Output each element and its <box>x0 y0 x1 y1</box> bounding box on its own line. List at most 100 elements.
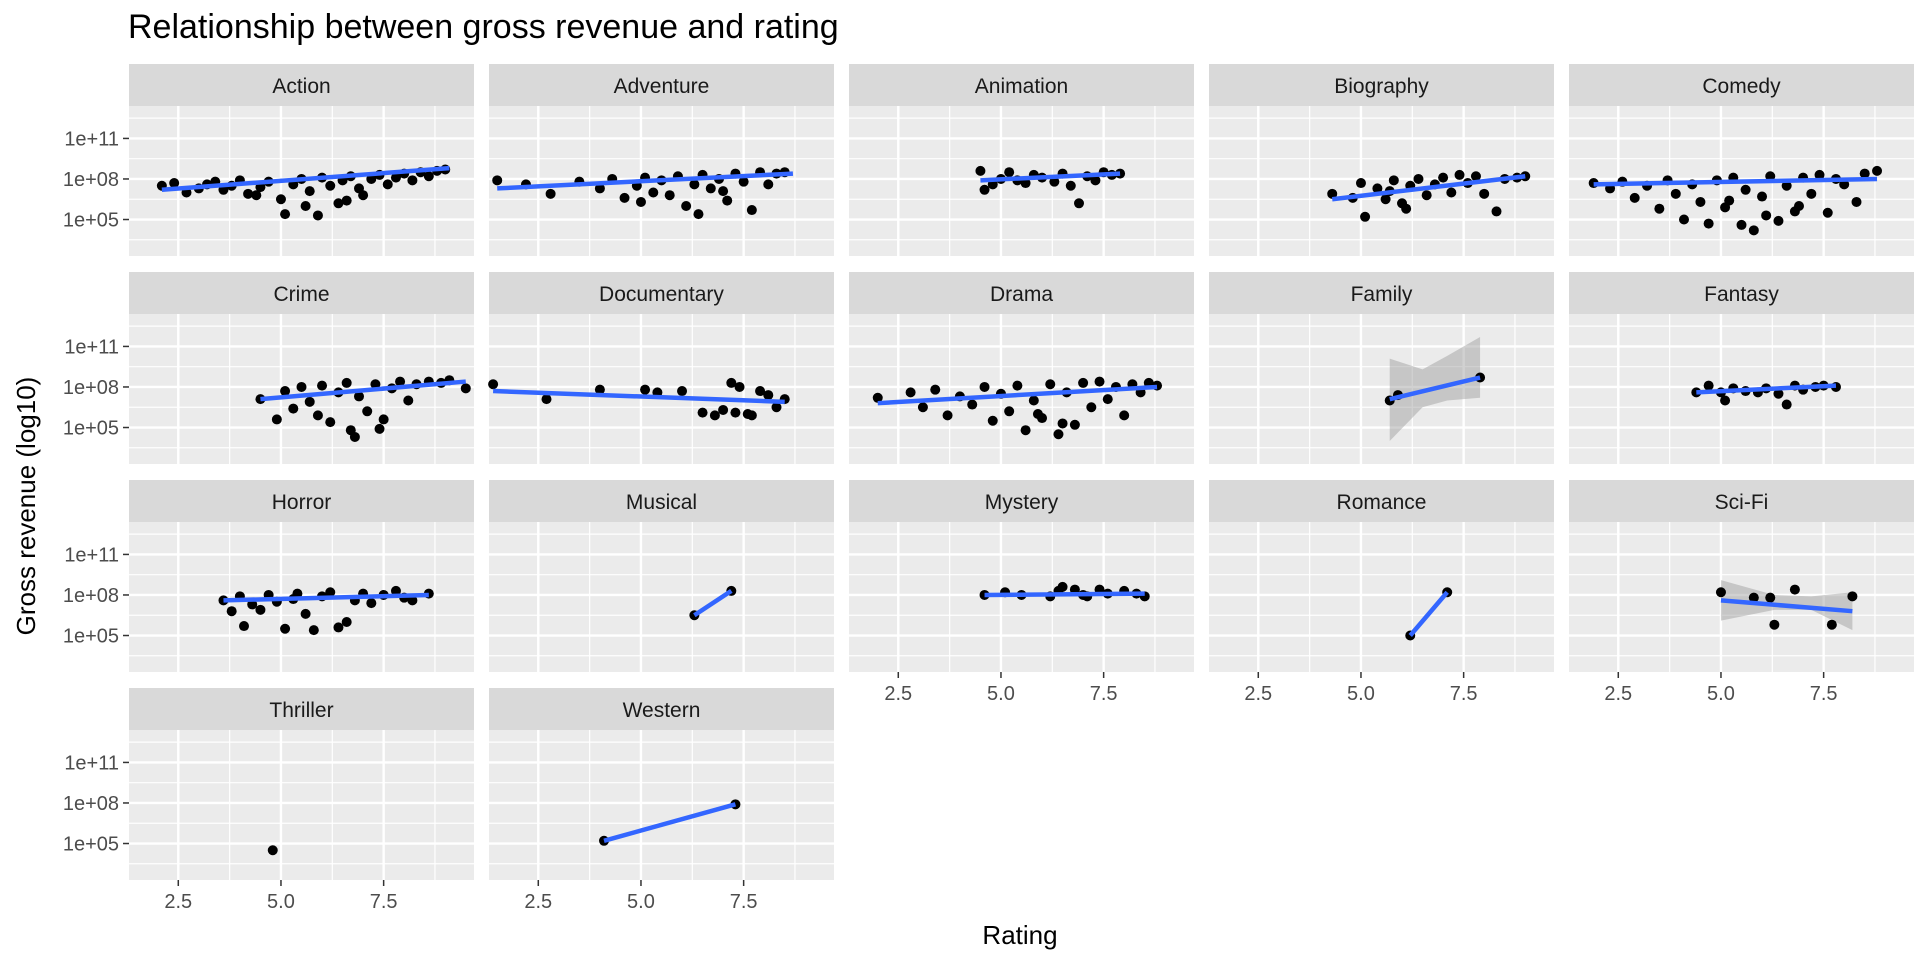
panel-biography-point <box>1454 169 1465 180</box>
panel-adventure-point <box>705 183 716 194</box>
panel-crime-point <box>304 396 315 407</box>
panel-mystery-x-tick-label: 2.5 <box>884 683 912 705</box>
panel-crime-point <box>354 391 364 402</box>
panel-adventure-point <box>693 209 704 220</box>
panel-animation-point <box>1049 176 1060 187</box>
panel-drama-strip <box>849 272 1194 314</box>
panel-romance-fit-line <box>1408 590 1449 637</box>
panel-western: Western 2.5 5.0 7.5 <box>489 688 834 913</box>
panel-crime-point <box>362 406 373 417</box>
panel-action-point <box>169 178 180 189</box>
panel-drama-strip-label: Drama <box>990 283 1053 306</box>
panel-horror-y-tick-label: 1e+05 <box>63 626 119 648</box>
panel-drama-point <box>1078 377 1089 388</box>
panel-animation-point <box>1004 167 1015 178</box>
panel-biography-point <box>1479 188 1490 199</box>
panel-biography-point <box>1446 187 1457 198</box>
panel-adventure-point <box>763 179 774 190</box>
panel-animation-point <box>975 165 986 176</box>
panel-adventure-point <box>619 192 630 203</box>
panel-mystery-x-tick-label: 5.0 <box>987 683 1015 705</box>
panel-comedy-fit-line <box>1593 176 1878 187</box>
panel-action-point <box>333 198 344 209</box>
panel-biography-strip-label: Biography <box>1334 75 1429 98</box>
panel-comedy-point <box>1670 188 1681 199</box>
panel-comedy: Comedy <box>1569 64 1914 256</box>
panel-adventure-fit-line <box>497 171 794 191</box>
panel-fantasy-strip <box>1569 272 1914 314</box>
y-axis-title: Gross revenue (log10) <box>11 377 41 636</box>
panel-family-strip-label: Family <box>1351 283 1413 306</box>
panel-romance-strip-label: Romance <box>1337 491 1427 514</box>
panel-documentary-point <box>594 384 605 395</box>
panel-crime-y-tick-label: 1e+05 <box>63 418 119 440</box>
panel-documentary-point <box>763 390 774 401</box>
panel-western-fit-line <box>603 802 737 843</box>
panel-family: Family <box>1209 272 1554 464</box>
panel-crime-point <box>403 395 414 406</box>
panel-drama-point <box>1032 409 1043 419</box>
panel-comedy-point <box>1822 207 1833 218</box>
panel-drama-point <box>1119 410 1130 421</box>
panel-biography-fit-line <box>1331 174 1526 202</box>
panel-sci-fi-x-tick-label: 2.5 <box>1604 683 1632 705</box>
panel-western-strip <box>489 688 834 730</box>
panel-comedy-point <box>1851 196 1862 207</box>
panel-drama-point <box>1086 402 1097 413</box>
panel-sci-fi-strip-label: Sci-Fi <box>1715 491 1769 514</box>
panel-action-point <box>390 172 401 183</box>
panel-crime-y-tick-label: 1e+11 <box>64 336 119 358</box>
panel-crime-fit-line <box>260 379 466 402</box>
panel-action-point <box>300 201 311 211</box>
panel-action-point <box>304 186 315 197</box>
panel-sci-fi-point <box>1765 592 1776 603</box>
panel-crime-point <box>370 379 381 390</box>
panel-drama-point <box>1004 406 1015 417</box>
panel-romance-strip <box>1209 480 1554 522</box>
panel-horror-point <box>366 598 377 609</box>
panel-documentary-point <box>488 379 499 390</box>
panel-fantasy-point <box>1720 395 1731 406</box>
panel-adventure-point <box>545 188 556 199</box>
panel-drama-point <box>1020 425 1031 436</box>
panel-fantasy-point <box>1773 388 1784 399</box>
panel-action-point <box>275 194 286 205</box>
panel-action-point <box>280 209 291 220</box>
panel-animation-strip <box>849 64 1194 106</box>
panel-drama-point <box>930 384 941 395</box>
panel-drama-point <box>1012 380 1023 391</box>
panel-crime-point <box>460 383 471 394</box>
panel-documentary-point <box>730 407 741 418</box>
panel-adventure-strip <box>489 64 834 106</box>
panel-action-point <box>341 195 352 206</box>
panel-action-point <box>312 210 323 221</box>
panel-horror-point <box>325 587 336 598</box>
panel-fantasy-point <box>1703 380 1714 391</box>
panel-drama-point <box>1057 418 1068 429</box>
panel-crime-point <box>341 377 352 388</box>
panel-crime: Crime 1e+05 1e+08 1e+11 <box>63 272 474 464</box>
panel-horror-y-tick-label: 1e+08 <box>63 585 119 607</box>
panel-comedy-point <box>1703 218 1714 229</box>
panel-biography-point <box>1438 172 1449 183</box>
panel-thriller-strip-label: Thriller <box>269 699 333 722</box>
panel-thriller-y-tick-label: 1e+05 <box>63 834 119 856</box>
panel-horror-y-tick-label: 1e+11 <box>64 544 119 566</box>
panel-comedy-point <box>1724 195 1735 206</box>
panel-documentary-point <box>771 402 782 413</box>
panel-horror-point <box>390 585 401 596</box>
panel-sci-fi-fit-line <box>1720 598 1853 614</box>
panel-horror-point <box>280 623 291 634</box>
panel-crime-point <box>325 417 336 428</box>
panel-drama-point <box>942 410 953 421</box>
panel-horror: Horror 1e+05 1e+08 1e+11 <box>63 480 474 672</box>
panel-adventure-point <box>492 175 503 186</box>
panel-drama-fit-line <box>877 384 1158 406</box>
panel-western-x-tick-label: 2.5 <box>524 891 552 913</box>
panel-adventure-point <box>681 201 692 211</box>
panel-drama-point <box>1102 394 1113 405</box>
facet-panels: Action 1e+05 1e+08 1e+11 Adventure Animation B… <box>63 64 1914 913</box>
panel-action-point <box>423 171 434 182</box>
panel-action: Action 1e+05 1e+08 1e+11 <box>63 64 474 256</box>
panel-western-background <box>489 730 834 880</box>
